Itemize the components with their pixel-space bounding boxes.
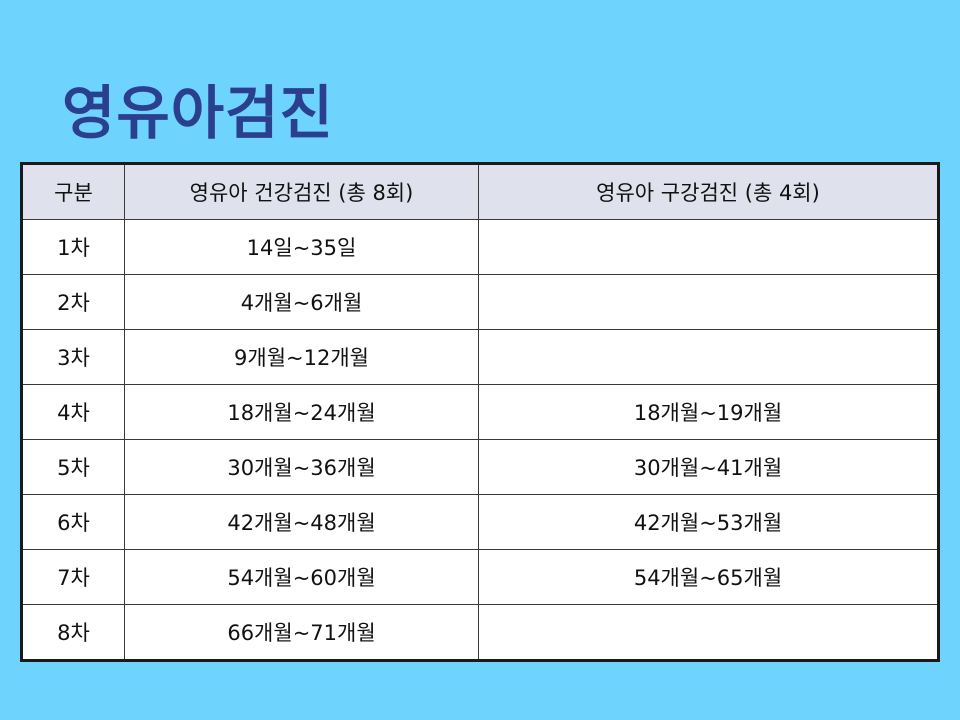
health-checkup-cell: 14일~35일 <box>124 219 479 275</box>
round-cell: 8차 <box>21 604 125 661</box>
page-title: 영유아검진 <box>62 78 334 147</box>
round-cell: 1차 <box>21 219 125 275</box>
checkup-schedule-table: 구분 영유아 건강검진 (총 8회) 영유아 구강검진 (총 4회) 1차 14… <box>20 162 940 662</box>
oral-checkup-cell <box>478 274 939 330</box>
oral-checkup-cell: 18개월~19개월 <box>478 384 939 440</box>
table-header-row: 구분 영유아 건강검진 (총 8회) 영유아 구강검진 (총 4회) <box>21 163 939 220</box>
table-body: 1차 14일~35일 2차 4개월~6개월 3차 9개월~12개월 4차 18개… <box>21 219 939 661</box>
header-health-checkup: 영유아 건강검진 (총 8회) <box>124 163 479 220</box>
oral-checkup-cell: 42개월~53개월 <box>478 494 939 550</box>
oral-checkup-cell: 54개월~65개월 <box>478 549 939 605</box>
round-cell: 3차 <box>21 329 125 385</box>
round-cell: 7차 <box>21 549 125 605</box>
health-checkup-cell: 4개월~6개월 <box>124 274 479 330</box>
health-checkup-cell: 66개월~71개월 <box>124 604 479 661</box>
table-row: 4차 18개월~24개월 18개월~19개월 <box>21 384 939 440</box>
table-row: 3차 9개월~12개월 <box>21 329 939 385</box>
header-oral-checkup: 영유아 구강검진 (총 4회) <box>478 163 939 220</box>
health-checkup-cell: 18개월~24개월 <box>124 384 479 440</box>
health-checkup-cell: 30개월~36개월 <box>124 439 479 495</box>
header-category: 구분 <box>21 163 125 220</box>
oral-checkup-cell <box>478 329 939 385</box>
table-row: 8차 66개월~71개월 <box>21 604 939 661</box>
oral-checkup-cell: 30개월~41개월 <box>478 439 939 495</box>
round-cell: 6차 <box>21 494 125 550</box>
health-checkup-cell: 54개월~60개월 <box>124 549 479 605</box>
table-row: 6차 42개월~48개월 42개월~53개월 <box>21 494 939 550</box>
table-row: 1차 14일~35일 <box>21 219 939 275</box>
oral-checkup-cell <box>478 604 939 661</box>
round-cell: 4차 <box>21 384 125 440</box>
table-row: 2차 4개월~6개월 <box>21 274 939 330</box>
table-header: 구분 영유아 건강검진 (총 8회) 영유아 구강검진 (총 4회) <box>21 163 939 220</box>
round-cell: 2차 <box>21 274 125 330</box>
table-row: 5차 30개월~36개월 30개월~41개월 <box>21 439 939 495</box>
health-checkup-cell: 9개월~12개월 <box>124 329 479 385</box>
health-checkup-cell: 42개월~48개월 <box>124 494 479 550</box>
table-row: 7차 54개월~60개월 54개월~65개월 <box>21 549 939 605</box>
round-cell: 5차 <box>21 439 125 495</box>
oral-checkup-cell <box>478 219 939 275</box>
